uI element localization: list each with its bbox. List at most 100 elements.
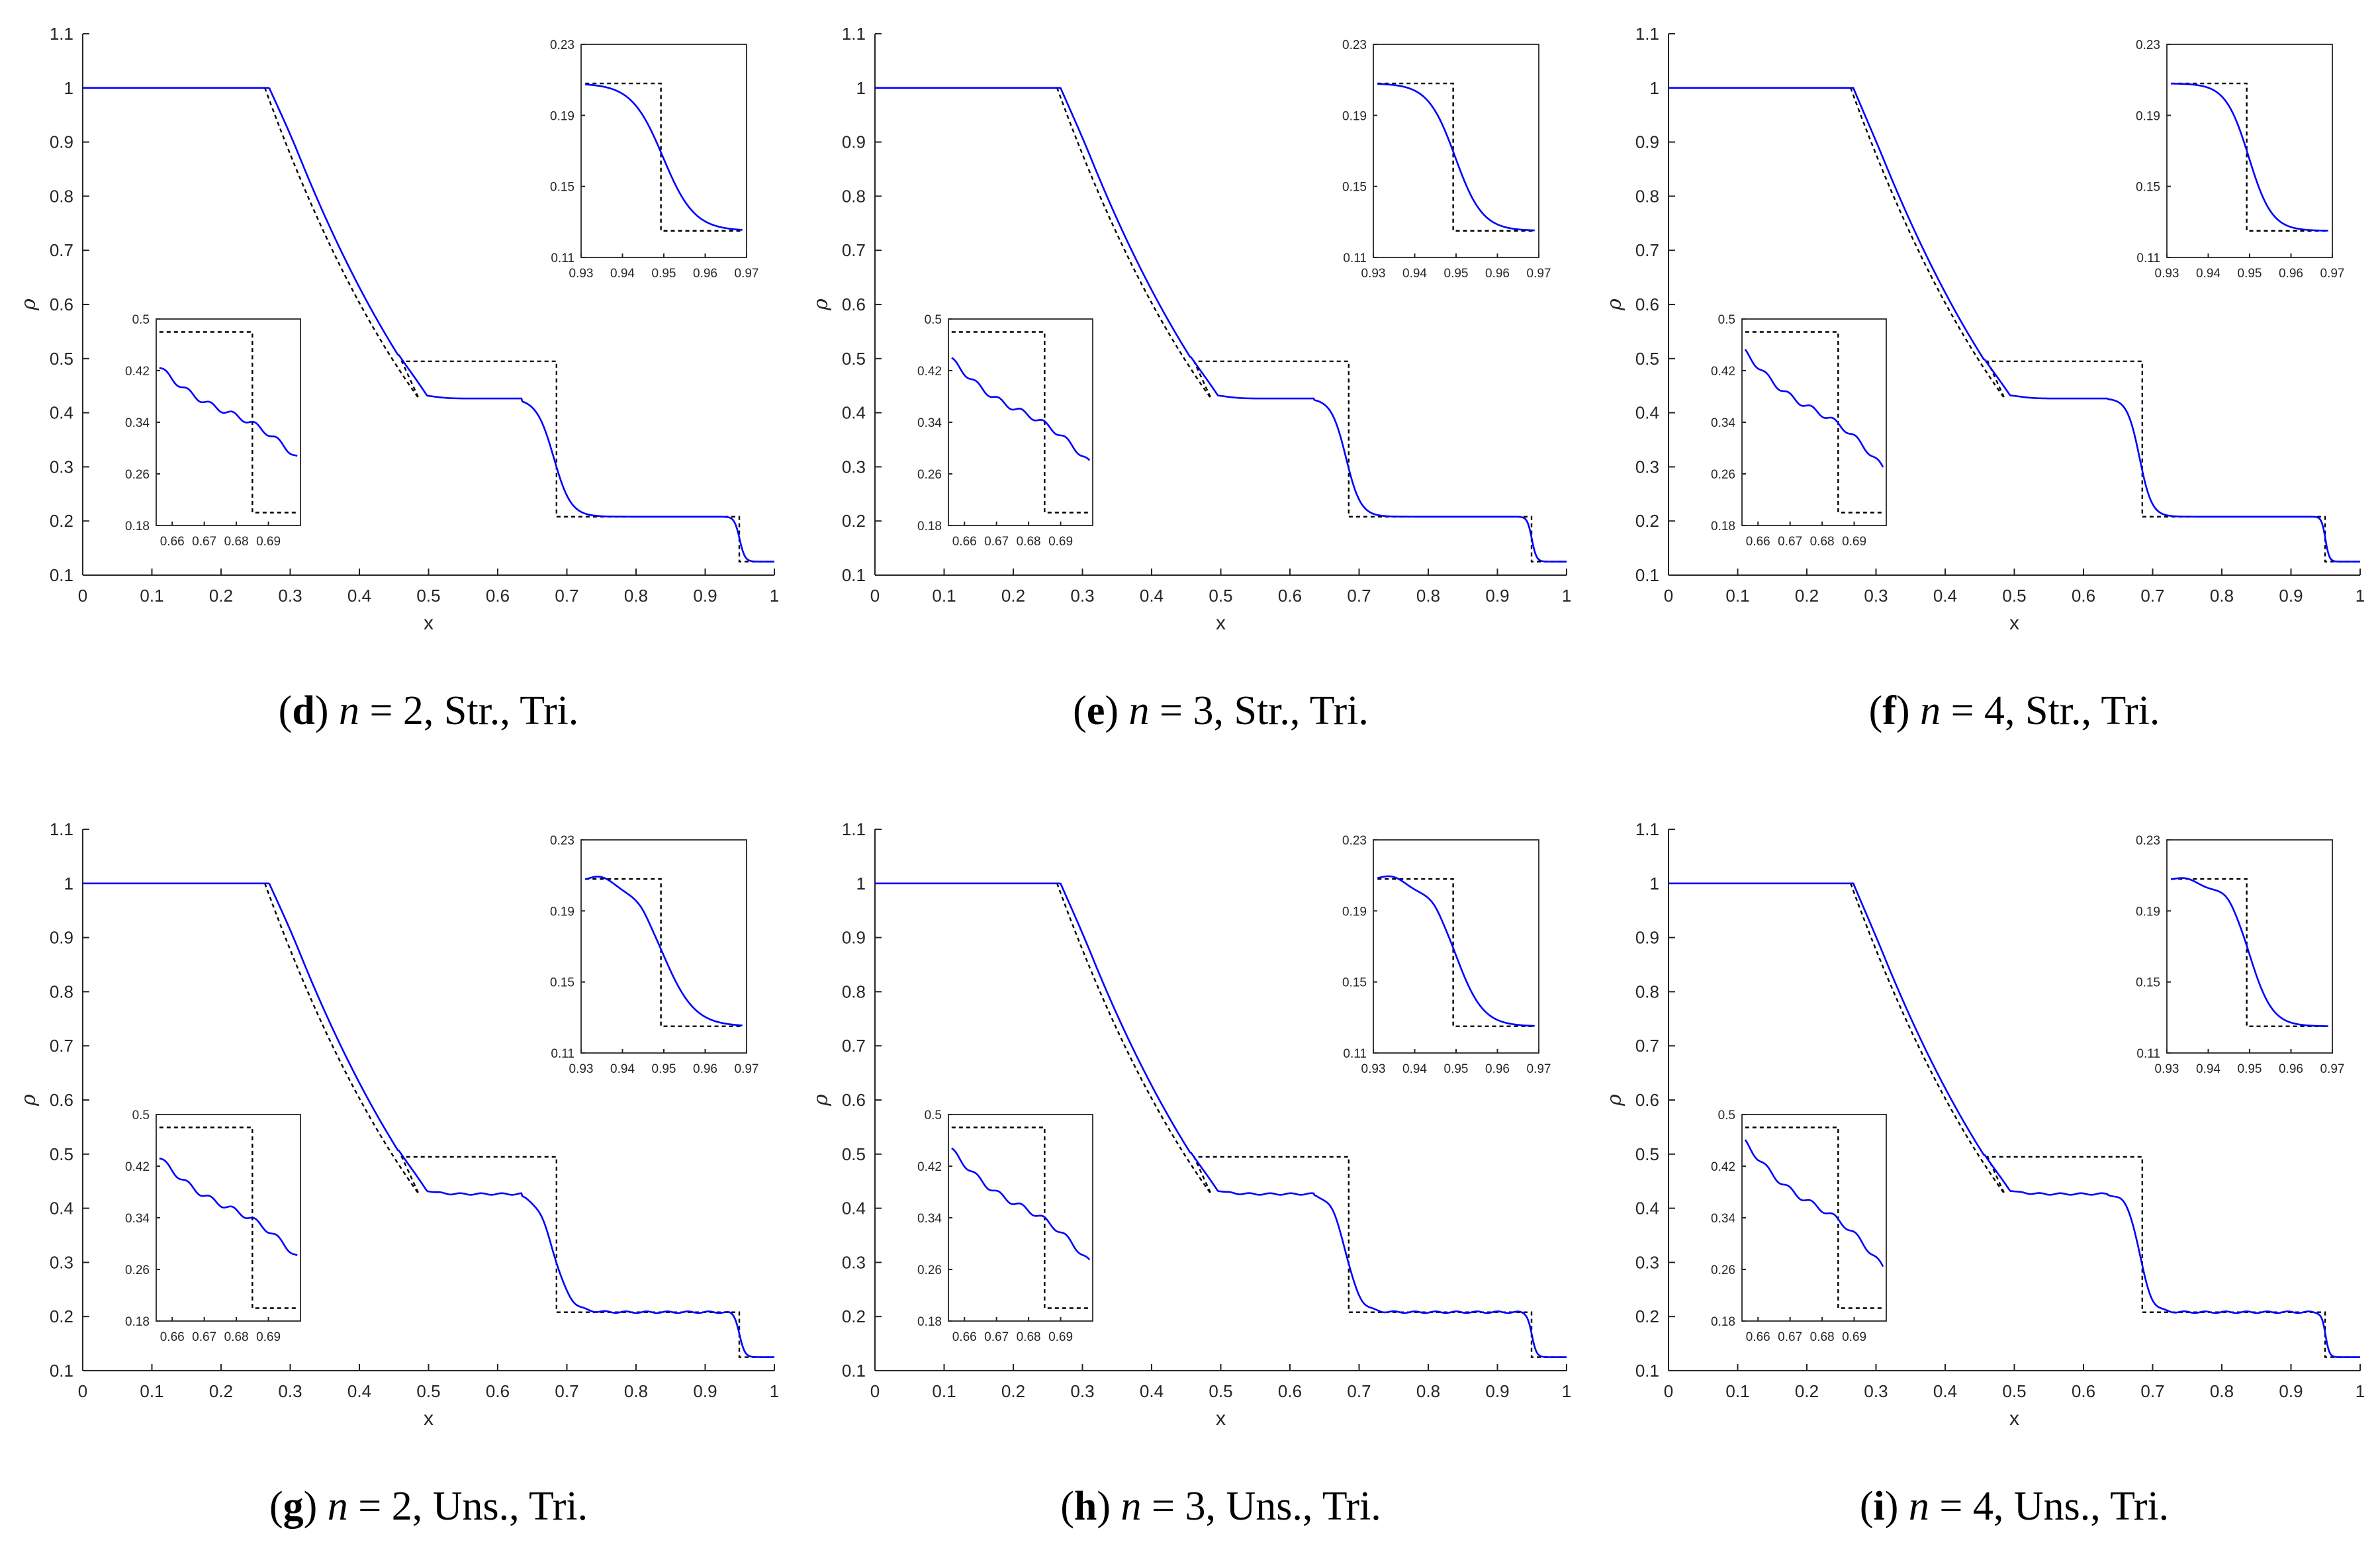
inset-x-tick-label: 0.96 xyxy=(1485,267,1510,281)
y-tick-label: 0.9 xyxy=(1635,132,1659,152)
inset-exact-line xyxy=(1377,82,1535,232)
x-tick-label: 1 xyxy=(770,586,779,606)
chart-panel-e: 0 0.1 0.2 0.3 0.4 0.5 0.6 0.7 0.8 0.9 10.10.20.30.… xyxy=(809,24,1571,733)
inset-y-tick-label: 0.19 xyxy=(550,905,574,919)
inset-numerical-line xyxy=(584,876,743,1027)
inset-shock: 0.93 0.94 0.95 0.96 0.97 0.11 0.15 0.19 0.23 xyxy=(550,38,758,281)
x-tick-label: 0.9 xyxy=(2279,1381,2303,1401)
inset-x-tick-label: 0.67 xyxy=(984,535,1009,549)
y-tick-label: 0.5 xyxy=(1635,1144,1659,1164)
inset-x-tick-label: 0.93 xyxy=(2155,1062,2179,1076)
x-tick-label: 0.8 xyxy=(2210,586,2234,606)
inset-x-tick-label: 0.69 xyxy=(1842,1330,1866,1344)
y-tick-label: 0.9 xyxy=(842,132,866,152)
inset-x-tick-label: 0.68 xyxy=(1017,535,1041,549)
y-tick-label: 1.1 xyxy=(1635,819,1659,839)
x-tick-label: 0.1 xyxy=(140,1381,163,1401)
y-tick-label: 0.6 xyxy=(1635,1090,1659,1110)
inset-x-tick-label: 0.66 xyxy=(1746,535,1770,549)
inset-y-tick-label: 0.5 xyxy=(1718,313,1735,327)
inset-numerical-line xyxy=(159,367,298,457)
inset-contact-box xyxy=(156,1114,301,1322)
x-axis-label: x xyxy=(424,1408,434,1430)
y-tick-label: 0.3 xyxy=(842,1252,866,1272)
inset-x-tick-label: 0.97 xyxy=(2320,267,2345,281)
inset-y-tick-label: 0.18 xyxy=(125,1315,150,1329)
inset-y-tick-label: 0.42 xyxy=(125,1160,150,1174)
inset-x-tick-label: 0.94 xyxy=(1402,267,1427,281)
x-tick-label: 0.6 xyxy=(486,586,510,606)
inset-x-tick-label: 0.67 xyxy=(192,1330,216,1344)
caption-rest: = 3, Str., Tri. xyxy=(1150,688,1369,733)
inset-numerical-line xyxy=(1744,349,1884,468)
inset-x-tick-label: 0.96 xyxy=(2279,1062,2303,1076)
x-tick-label: 0.4 xyxy=(347,586,371,606)
y-tick-label: 0.1 xyxy=(1635,565,1659,585)
inset-x-tick-label: 0.94 xyxy=(2196,267,2220,281)
inset-x-tick-label: 0.67 xyxy=(192,535,216,549)
y-tick-label: 0.8 xyxy=(1635,186,1659,206)
y-tick-label: 0.7 xyxy=(1635,1036,1659,1056)
inset-y-tick-label: 0.19 xyxy=(2136,905,2160,919)
inset-y-tick-label: 0.11 xyxy=(551,1047,574,1061)
y-tick-label: 0.2 xyxy=(50,511,73,531)
x-tick-label: 0.9 xyxy=(1485,1381,1509,1401)
inset-y-tick-label: 0.19 xyxy=(2136,109,2160,123)
inset-y-tick-label: 0.18 xyxy=(917,520,942,533)
inset-x-tick-label: 0.93 xyxy=(2155,267,2179,281)
inset-x-tick-label: 0.68 xyxy=(224,1330,249,1344)
caption-paren-close: ) xyxy=(1896,688,1920,733)
y-tick-label: 0.7 xyxy=(50,1036,73,1056)
inset-exact-line xyxy=(1377,878,1535,1027)
inset-x-tick-label: 0.95 xyxy=(1444,1062,1469,1076)
x-tick-label: 0.8 xyxy=(624,1381,648,1401)
chart-panel-g: 0 0.1 0.2 0.3 0.4 0.5 0.6 0.7 0.8 0.9 10.10.20.30.… xyxy=(17,819,779,1529)
panel-caption: (g) n = 2, Uns., Tri. xyxy=(269,1484,588,1529)
panel-caption: (e) n = 3, Str., Tri. xyxy=(1073,688,1369,733)
y-tick-label: 0.9 xyxy=(50,928,73,948)
inset-x-tick-label: 0.97 xyxy=(735,267,759,281)
y-tick-label: 0.1 xyxy=(1635,1361,1659,1381)
y-tick-label: 0.9 xyxy=(842,928,866,948)
inset-contact: 0.66 0.67 0.68 0.69 0.18 0.26 0.34 0.42 0.5 xyxy=(1711,313,1887,549)
inset-x-tick-label: 0.69 xyxy=(1842,535,1866,549)
y-tick-label: 0.6 xyxy=(842,295,866,314)
x-tick-label: 0.4 xyxy=(1140,586,1164,606)
inset-y-tick-label: 0.5 xyxy=(132,313,150,327)
numerical-solution-line xyxy=(83,882,774,1358)
y-tick-label: 0.3 xyxy=(1635,457,1659,477)
inset-exact-line xyxy=(2171,82,2328,232)
inset-shock-box xyxy=(1373,839,1539,1054)
caption-paren-close: ) xyxy=(1097,1484,1121,1529)
inset-numerical-line xyxy=(2171,877,2328,1027)
panel-caption: (f) n = 4, Str., Tri. xyxy=(1869,688,2160,733)
inset-y-tick-label: 0.18 xyxy=(917,1315,942,1329)
y-axis-label: ρ xyxy=(809,1094,833,1107)
inset-y-tick-label: 0.19 xyxy=(1342,905,1367,919)
inset-numerical-line xyxy=(1377,875,1535,1027)
inset-x-tick-label: 0.97 xyxy=(735,1062,759,1076)
inset-contact: 0.66 0.67 0.68 0.69 0.18 0.26 0.34 0.42 0.5 xyxy=(917,1109,1093,1344)
inset-y-tick-label: 0.15 xyxy=(1342,181,1367,195)
inset-contact: 0.66 0.67 0.68 0.69 0.18 0.26 0.34 0.42 0.5 xyxy=(1711,1109,1887,1344)
inset-numerical-line xyxy=(951,1147,1091,1261)
caption-letter: d xyxy=(292,688,314,733)
caption-paren-open: ( xyxy=(1860,1484,1874,1529)
inset-y-tick-label: 0.23 xyxy=(550,834,574,848)
inset-x-tick-label: 0.68 xyxy=(1810,535,1835,549)
y-tick-label: 0.4 xyxy=(842,403,866,423)
x-tick-label: 1 xyxy=(2356,586,2365,606)
inset-y-tick-label: 0.15 xyxy=(550,181,574,195)
y-tick-label: 0.3 xyxy=(1635,1252,1659,1272)
x-tick-label: 0.2 xyxy=(209,1381,233,1401)
y-tick-label: 0.8 xyxy=(50,982,73,1001)
y-tick-label: 0.3 xyxy=(50,1252,73,1272)
caption-rest: = 2, Str., Tri. xyxy=(359,688,578,733)
inset-y-tick-label: 0.26 xyxy=(917,468,942,482)
inset-shock-box xyxy=(2166,839,2333,1054)
x-tick-label: 0.4 xyxy=(1933,586,1957,606)
y-tick-label: 0.1 xyxy=(842,565,866,585)
inset-y-tick-label: 0.42 xyxy=(125,365,150,379)
inset-y-tick-label: 0.5 xyxy=(132,1109,150,1122)
y-tick-label: 0.7 xyxy=(50,240,73,260)
